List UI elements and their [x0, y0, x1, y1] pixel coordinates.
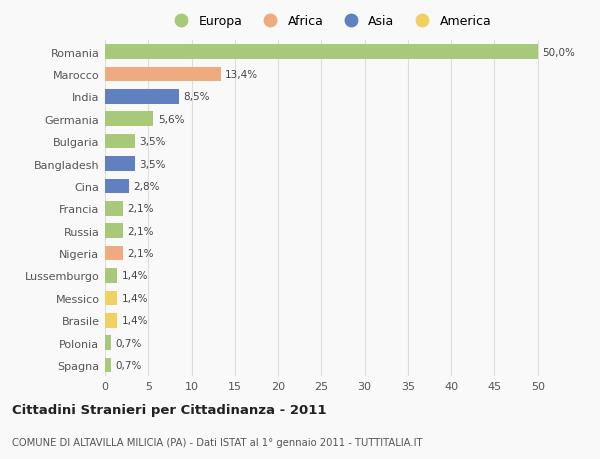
Text: 50,0%: 50,0% [542, 47, 575, 57]
Text: 3,5%: 3,5% [140, 137, 166, 147]
Text: 2,1%: 2,1% [128, 248, 154, 258]
Text: 0,7%: 0,7% [115, 338, 142, 348]
Bar [105, 269, 117, 283]
Bar [105, 224, 123, 238]
Text: COMUNE DI ALTAVILLA MILICIA (PA) - Dati ISTAT al 1° gennaio 2011 - TUTTITALIA.IT: COMUNE DI ALTAVILLA MILICIA (PA) - Dati … [12, 437, 422, 447]
Text: 1,4%: 1,4% [121, 293, 148, 303]
Bar [105, 45, 538, 60]
Bar [105, 313, 117, 328]
Bar [105, 134, 135, 149]
Bar [105, 358, 111, 372]
Text: 13,4%: 13,4% [225, 70, 259, 80]
Bar [105, 246, 123, 261]
Text: 1,4%: 1,4% [121, 271, 148, 281]
Text: 5,6%: 5,6% [158, 114, 184, 124]
Text: 1,4%: 1,4% [121, 315, 148, 325]
Legend: Europa, Africa, Asia, America: Europa, Africa, Asia, America [169, 16, 491, 28]
Text: 0,7%: 0,7% [115, 360, 142, 370]
Text: 3,5%: 3,5% [140, 159, 166, 169]
Bar [105, 336, 111, 350]
Bar [105, 179, 129, 194]
Text: 2,8%: 2,8% [134, 181, 160, 191]
Text: Cittadini Stranieri per Cittadinanza - 2011: Cittadini Stranieri per Cittadinanza - 2… [12, 403, 326, 416]
Bar [105, 291, 117, 305]
Bar [105, 157, 135, 171]
Bar [105, 202, 123, 216]
Bar [105, 90, 179, 104]
Text: 8,5%: 8,5% [183, 92, 209, 102]
Text: 2,1%: 2,1% [128, 226, 154, 236]
Bar [105, 67, 221, 82]
Bar [105, 112, 154, 127]
Text: 2,1%: 2,1% [128, 204, 154, 214]
